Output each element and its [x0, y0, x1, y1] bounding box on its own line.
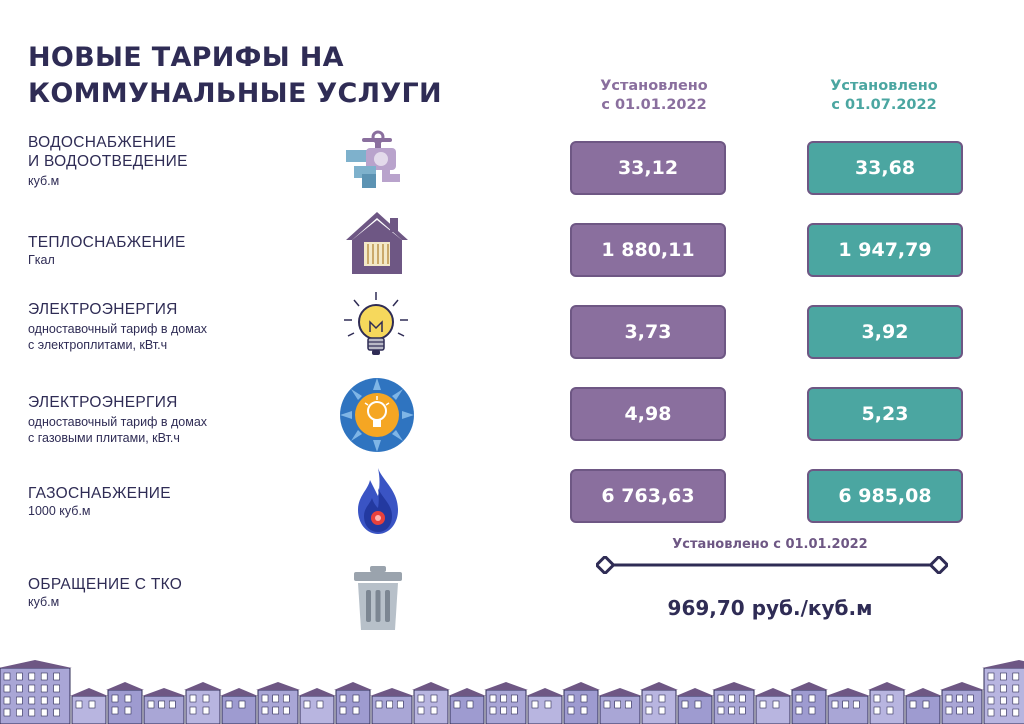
row-unit-line2: с электроплитами, кВт.ч: [28, 338, 168, 352]
tariff-row-gas: ГАЗОСНАБЖЕНИЕ 1000 куб.м: [28, 484, 328, 519]
tariff-value-heating-jan: 1 880,11: [570, 223, 726, 277]
water-tap-icon: [346, 130, 400, 188]
row-unit-line1: одноставочный тариф в домах: [28, 322, 208, 336]
tariff-value-gas-stoves-jul: 5,23: [807, 387, 963, 441]
row-unit: одноставочный тариф в домах с газовыми п…: [28, 414, 328, 446]
tariff-row-heating: ТЕПЛОСНАБЖЕНИЕ Гкал: [28, 233, 328, 268]
house-radiator-icon: [346, 212, 408, 274]
row-name-line2: И ВОДООТВЕДЕНИЕ: [28, 153, 188, 170]
tko-tariff-value: 969,70 руб./куб.м: [667, 596, 873, 620]
light-bulb-icon: [344, 292, 408, 355]
row-name: ЭЛЕКТРОЭНЕРГИЯ: [28, 393, 328, 412]
tariff-value-water-jul: 33,68: [807, 141, 963, 195]
tariff-value-gas-stoves-jan: 4,98: [570, 387, 726, 441]
row-name: ТЕПЛОСНАБЖЕНИЕ: [28, 233, 328, 252]
tariff-value-electric-stoves-jul: 3,92: [807, 305, 963, 359]
row-name-line1: ТЕПЛОСНАБЖЕНИЕ: [28, 234, 186, 251]
tariff-row-water: ВОДОСНАБЖЕНИЕ И ВОДООТВЕДЕНИЕ куб.м: [28, 133, 328, 189]
row-name: ВОДОСНАБЖЕНИЕ И ВОДООТВЕДЕНИЕ: [28, 133, 328, 171]
row-name: ГАЗОСНАБЖЕНИЕ: [28, 484, 328, 503]
tko-heading: Установлено с 01.01.2022: [672, 537, 868, 552]
tariff-row-electricity-gas-stoves: ЭЛЕКТРОЭНЕРГИЯ одноставочный тариф в дом…: [28, 393, 328, 446]
row-name: ОБРАЩЕНИЕ С ТКО: [28, 576, 183, 593]
gas-burner-bulb-icon: [340, 378, 414, 452]
trash-can-icon: [354, 566, 402, 630]
town-skyline-illustration: [0, 660, 1024, 724]
row-unit-line1: одноставочный тариф в домах: [28, 415, 208, 429]
tariff-row-tko: ОБРАЩЕНИЕ С ТКО куб.м: [28, 575, 328, 610]
row-unit: одноставочный тариф в домах с электропли…: [28, 321, 328, 353]
column-header-jan-line2: с 01.01.2022: [601, 97, 707, 113]
row-unit-line1: 1000 куб.м: [28, 504, 91, 518]
tariff-row-electricity-electric-stoves: ЭЛЕКТРОЭНЕРГИЯ одноставочный тариф в дом…: [28, 300, 328, 353]
gas-flame-icon: [358, 468, 398, 534]
page-title: НОВЫЕ ТАРИФЫ НА КОММУНАЛЬНЫЕ УСЛУГИ: [28, 40, 442, 112]
column-header-jan: Установлено с 01.01.2022: [554, 77, 754, 115]
row-name-line1: ВОДОСНАБЖЕНИЕ: [28, 134, 177, 151]
row-name-line1: ЭЛЕКТРОЭНЕРГИЯ: [28, 394, 178, 411]
row-unit-line2: с газовыми плитами, кВт.ч: [28, 431, 180, 445]
tko-divider: [596, 556, 948, 574]
row-unit: Гкал: [28, 252, 328, 268]
row-name: ЭЛЕКТРОЭНЕРГИЯ: [28, 300, 328, 319]
column-header-jan-line1: Установлено: [600, 78, 708, 94]
row-name-line1: ЭЛЕКТРОЭНЕРГИЯ: [28, 301, 178, 318]
title-line-2: КОММУНАЛЬНЫЕ УСЛУГИ: [28, 78, 442, 109]
row-unit: куб.м: [28, 173, 328, 189]
row-name-line1: ГАЗОСНАБЖЕНИЕ: [28, 485, 171, 502]
row-unit: куб.м: [28, 595, 60, 609]
column-header-jul: Установлено с 01.07.2022: [784, 77, 984, 115]
row-unit-line1: куб.м: [28, 174, 60, 188]
tariff-value-heating-jul: 1 947,79: [807, 223, 963, 277]
tariff-value-gas-jul: 6 985,08: [807, 469, 963, 523]
column-header-jul-line1: Установлено: [830, 78, 938, 94]
column-header-jul-line2: с 01.07.2022: [831, 97, 937, 113]
tariff-value-water-jan: 33,12: [570, 141, 726, 195]
tariff-value-electric-stoves-jan: 3,73: [570, 305, 726, 359]
row-unit: 1000 куб.м: [28, 503, 328, 519]
tariff-value-gas-jan: 6 763,63: [570, 469, 726, 523]
title-line-1: НОВЫЕ ТАРИФЫ НА: [28, 42, 344, 73]
row-unit-line1: Гкал: [28, 253, 55, 267]
